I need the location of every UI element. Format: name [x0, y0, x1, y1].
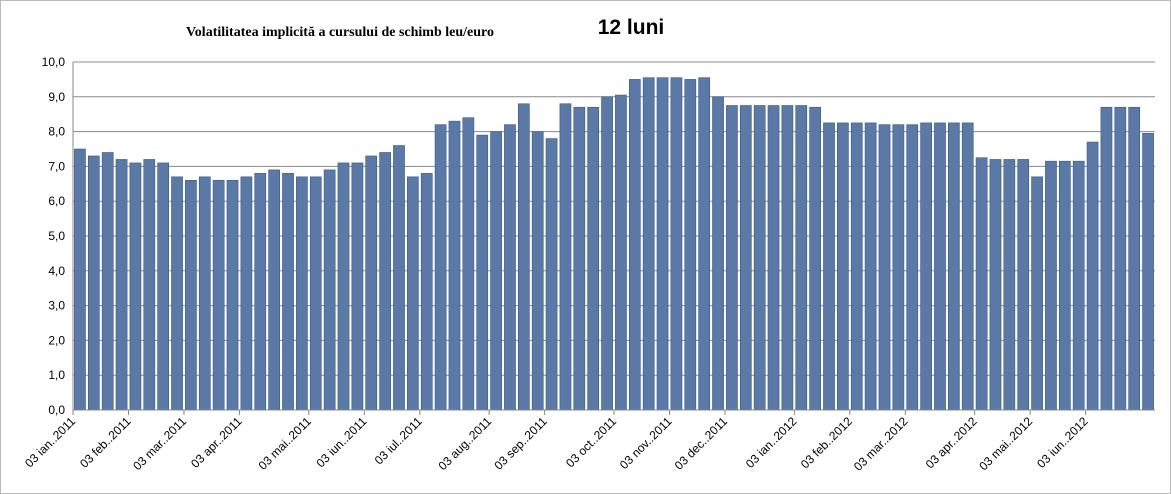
bar — [517, 103, 530, 411]
bar — [476, 134, 489, 411]
bar — [989, 159, 1002, 411]
bar — [712, 96, 724, 411]
y-tick-label: 2,0 — [48, 333, 65, 347]
bar — [628, 79, 641, 411]
bar — [795, 105, 808, 411]
bar — [587, 106, 600, 411]
bar — [157, 162, 170, 411]
bar — [670, 77, 683, 411]
bar — [393, 145, 405, 411]
bar — [101, 152, 114, 411]
bar — [462, 117, 475, 411]
bar — [961, 122, 974, 411]
bar — [351, 162, 364, 411]
bar — [171, 176, 183, 411]
bar — [823, 122, 835, 411]
y-tick-label: 0,0 — [48, 403, 65, 417]
bar — [559, 103, 572, 411]
bar — [726, 105, 738, 411]
bar — [309, 176, 322, 411]
bar — [87, 155, 100, 411]
bar — [656, 77, 669, 411]
bar — [185, 180, 197, 411]
bar — [407, 176, 419, 411]
bar — [448, 120, 461, 411]
bar — [1086, 141, 1099, 411]
bar — [143, 159, 156, 411]
bar — [934, 122, 946, 411]
bar — [615, 94, 627, 411]
bar — [240, 176, 253, 411]
bar — [906, 124, 919, 411]
y-tick-label: 6,0 — [48, 194, 65, 208]
bar — [1100, 106, 1113, 411]
bar — [296, 176, 308, 411]
bar — [282, 173, 294, 411]
bar — [129, 162, 142, 411]
bar — [601, 96, 613, 411]
bar — [948, 122, 960, 411]
bar — [198, 176, 211, 411]
bar — [268, 169, 280, 411]
bar — [531, 131, 544, 411]
bar — [767, 105, 780, 411]
bar — [642, 77, 655, 411]
bar — [1058, 160, 1071, 411]
y-tick-label: 9,0 — [48, 90, 65, 104]
bar — [504, 124, 516, 411]
bar — [698, 77, 711, 411]
bar — [254, 173, 267, 411]
y-tick-label: 3,0 — [48, 299, 65, 313]
bar — [1031, 176, 1043, 411]
bar — [573, 106, 586, 411]
bar — [1045, 160, 1057, 411]
bar — [781, 105, 794, 411]
bar — [434, 124, 447, 411]
chart-subtitle: 12 luni — [598, 16, 665, 39]
bar — [850, 122, 863, 411]
bar — [490, 131, 502, 411]
bar — [975, 157, 988, 411]
bar — [420, 173, 433, 411]
y-tick-label: 5,0 — [48, 229, 65, 243]
bar — [837, 122, 849, 411]
bar — [864, 122, 877, 411]
bar — [323, 169, 336, 411]
bar — [365, 155, 378, 411]
bar — [892, 124, 905, 411]
y-tick-label: 10,0 — [42, 55, 66, 69]
bar — [337, 162, 350, 411]
bar — [809, 106, 821, 411]
bar — [212, 180, 225, 411]
bar — [684, 79, 697, 411]
bar — [545, 138, 558, 411]
bar — [920, 122, 932, 411]
y-tick-label: 4,0 — [48, 264, 65, 278]
bar — [878, 124, 891, 411]
bar — [1128, 106, 1141, 411]
chart-title: Volatilitatea implicită a cursului de sc… — [186, 25, 494, 40]
bar — [115, 159, 128, 411]
y-tick-label: 7,0 — [48, 159, 65, 173]
bar — [379, 152, 391, 411]
y-tick-label: 1,0 — [48, 368, 65, 382]
bar — [1072, 160, 1085, 411]
bar — [226, 180, 239, 411]
y-tick-label: 8,0 — [48, 125, 65, 139]
bar — [74, 148, 86, 411]
bar — [739, 105, 752, 411]
bar — [753, 105, 766, 411]
bar — [1114, 106, 1127, 411]
bar — [1142, 133, 1154, 411]
bar — [1003, 159, 1016, 411]
bar — [1017, 159, 1030, 411]
